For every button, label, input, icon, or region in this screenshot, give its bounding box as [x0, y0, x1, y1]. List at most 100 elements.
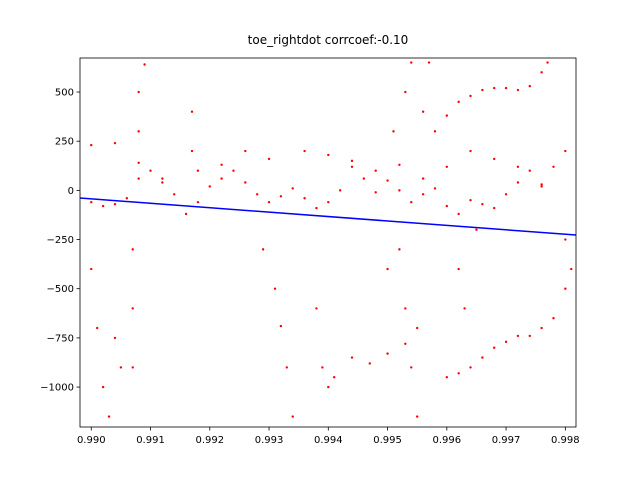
scatter-point: [137, 130, 140, 133]
scatter-point: [90, 267, 93, 271]
scatter-point: [469, 199, 472, 202]
plot-area: [80, 61, 576, 418]
scatter-point: [362, 177, 366, 180]
scatter-point: [564, 238, 567, 241]
scatter-point: [374, 191, 377, 194]
scatter-point: [95, 326, 99, 330]
scatter-point: [291, 187, 294, 190]
scatter-point: [528, 334, 531, 338]
scatter-point: [196, 169, 200, 172]
scatter-point: [279, 195, 283, 198]
scatter-point: [493, 346, 496, 349]
scatter-point: [528, 169, 531, 172]
scatter-point: [190, 110, 194, 113]
scatter-point: [232, 169, 235, 172]
scatter-point: [481, 88, 484, 92]
scatter-point: [421, 177, 425, 180]
scatter-point: [445, 204, 449, 208]
scatter-point: [113, 336, 117, 340]
scatter-point: [338, 189, 342, 192]
scatter-point: [107, 415, 111, 418]
scatter-point: [333, 376, 336, 379]
scatter-point: [433, 187, 437, 190]
scatter-point: [137, 177, 140, 180]
scatter-point: [433, 130, 437, 133]
scatter-point: [184, 212, 188, 216]
scatter-point: [475, 228, 478, 231]
x-tick-label: 0.994: [314, 435, 343, 446]
scatter-point: [386, 179, 389, 182]
scatter-point: [220, 163, 223, 167]
scatter-point: [540, 71, 543, 74]
scatter-point: [552, 317, 555, 320]
scatter-point: [457, 267, 460, 271]
scatter-point: [504, 340, 508, 344]
scatter-point: [552, 165, 555, 168]
scatter-point: [564, 287, 567, 290]
scatter-point: [504, 86, 508, 90]
scatter-point: [220, 177, 223, 180]
scatter-point: [516, 334, 520, 338]
scatter-point: [469, 366, 472, 369]
scatter-point: [315, 206, 318, 210]
scatter-point: [410, 61, 413, 64]
scatter-point: [244, 181, 247, 184]
scatter-point: [196, 200, 200, 204]
scatter-point: [415, 415, 419, 418]
scatter-point: [291, 415, 294, 418]
scatter-point: [303, 149, 306, 153]
scatter-point: [273, 287, 277, 290]
x-tick-label: 0.992: [195, 435, 224, 446]
scatter-point: [374, 169, 377, 172]
scatter-point: [267, 200, 271, 204]
x-tick-label: 0.995: [373, 435, 402, 446]
scatter-point: [101, 385, 105, 389]
scatter-point: [540, 183, 543, 186]
x-tick-label: 0.997: [492, 435, 521, 446]
scatter-point: [540, 326, 543, 330]
scatter-point: [493, 157, 496, 161]
scatter-point: [143, 63, 146, 66]
scatter-point: [101, 204, 105, 208]
scatter-point: [173, 193, 176, 196]
scatter-point: [161, 177, 164, 180]
y-tick-label: −500: [47, 284, 74, 295]
scatter-point: [131, 307, 134, 310]
scatter-point: [321, 366, 324, 369]
scatter-point: [137, 90, 140, 94]
scatter-point: [368, 362, 371, 365]
chart-title: toe_rightdot corrcoef:-0.10: [248, 33, 409, 47]
y-tick-label: −750: [47, 333, 74, 344]
scatter-point: [564, 149, 567, 153]
y-tick-label: −250: [47, 235, 74, 246]
scatter-point: [398, 163, 401, 167]
scatter-point: [410, 200, 413, 204]
scatter-point: [398, 189, 401, 192]
x-tick-label: 0.993: [255, 435, 284, 446]
scatter-point: [404, 342, 407, 345]
y-tick-label: −1000: [40, 383, 74, 394]
scatter-point: [463, 307, 466, 310]
scatter-point: [516, 181, 520, 184]
scatter-point: [404, 307, 407, 310]
x-tick-label: 0.990: [77, 435, 106, 446]
scatter-point: [457, 100, 460, 104]
scatter-point: [540, 185, 543, 188]
scatter-point: [244, 149, 247, 153]
scatter-point: [528, 84, 531, 88]
scatter-point: [327, 153, 330, 157]
scatter-point: [445, 376, 449, 379]
scatter-point: [481, 202, 484, 206]
scatter-point: [350, 159, 354, 163]
scatter-point: [445, 165, 449, 168]
regression-line: [80, 197, 576, 236]
scatter-point: [261, 248, 265, 251]
scatter-point: [149, 169, 152, 172]
scatter-point: [90, 143, 93, 147]
scatter-point: [421, 193, 425, 196]
scatter-point: [327, 385, 330, 389]
scatter-point: [113, 141, 117, 145]
scatter-point: [469, 94, 472, 98]
scatter-point: [516, 88, 520, 92]
